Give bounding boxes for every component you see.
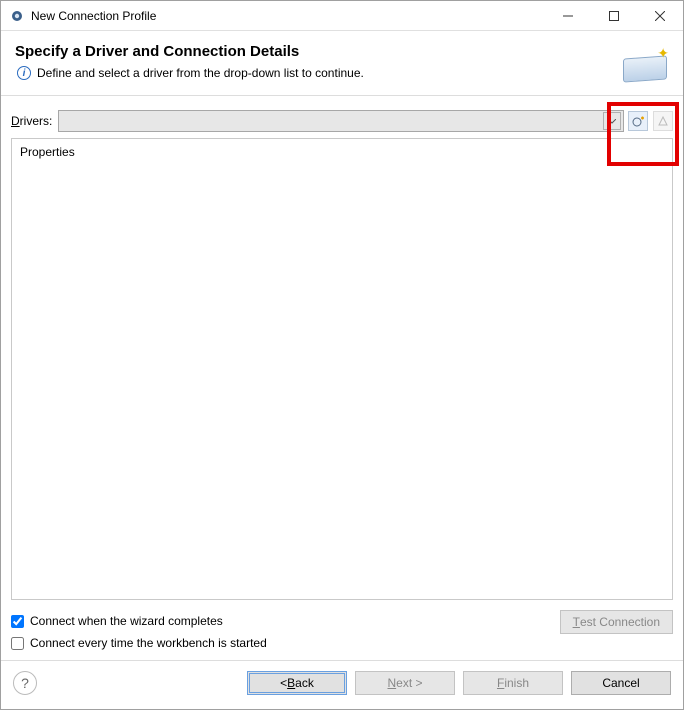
next-button[interactable]: Next > bbox=[355, 671, 455, 695]
header: Specify a Driver and Connection Details … bbox=[1, 31, 683, 96]
help-button[interactable]: ? bbox=[13, 671, 37, 695]
drivers-dropdown[interactable] bbox=[58, 110, 624, 132]
drivers-label: Drivers: bbox=[11, 114, 52, 128]
properties-title: Properties bbox=[20, 145, 664, 159]
maximize-button[interactable] bbox=[591, 1, 637, 30]
info-icon: i bbox=[17, 66, 31, 80]
properties-panel: Properties bbox=[11, 138, 673, 600]
new-driver-button[interactable] bbox=[628, 111, 648, 131]
wizard-buttons: < Back Next > Finish Cancel bbox=[247, 671, 671, 695]
connect-on-start-checkbox[interactable] bbox=[11, 637, 24, 650]
cancel-button[interactable]: Cancel bbox=[571, 671, 671, 695]
finish-button[interactable]: Finish bbox=[463, 671, 563, 695]
back-button[interactable]: < Back bbox=[247, 671, 347, 695]
connect-on-finish-row[interactable]: Connect when the wizard completes bbox=[11, 610, 550, 632]
connect-on-start-row[interactable]: Connect every time the workbench is star… bbox=[11, 632, 550, 654]
connect-on-finish-checkbox[interactable] bbox=[11, 615, 24, 628]
drivers-row: Drivers: bbox=[11, 110, 673, 132]
edit-driver-button[interactable] bbox=[653, 111, 673, 131]
options-row: Connect when the wizard completes Connec… bbox=[11, 610, 673, 654]
page-subtitle: Define and select a driver from the drop… bbox=[37, 66, 364, 80]
window-controls bbox=[545, 1, 683, 30]
connect-on-finish-label: Connect when the wizard completes bbox=[30, 614, 223, 628]
dialog-window: New Connection Profile Specify a Driver … bbox=[0, 0, 684, 710]
page-title: Specify a Driver and Connection Details bbox=[15, 43, 613, 60]
connect-on-start-label: Connect every time the workbench is star… bbox=[30, 636, 267, 650]
minimize-button[interactable] bbox=[545, 1, 591, 30]
content-area: Drivers: Properties Connect when the bbox=[1, 96, 683, 660]
close-button[interactable] bbox=[637, 1, 683, 30]
app-icon bbox=[9, 8, 25, 24]
banner-icon: ✦ bbox=[621, 45, 669, 85]
help-icon: ? bbox=[21, 675, 29, 691]
chevron-down-icon bbox=[603, 112, 621, 130]
test-connection-button[interactable]: Test Connection bbox=[560, 610, 673, 634]
window-title: New Connection Profile bbox=[31, 9, 545, 23]
titlebar: New Connection Profile bbox=[1, 1, 683, 31]
footer: ? < Back Next > Finish Cancel bbox=[1, 660, 683, 709]
